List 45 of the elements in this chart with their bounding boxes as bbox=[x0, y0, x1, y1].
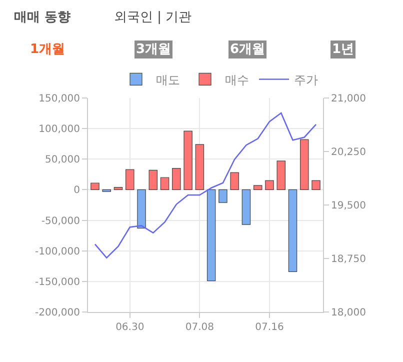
bar bbox=[90, 182, 100, 190]
legend-label: 주가 bbox=[294, 72, 318, 87]
y-tick-label: -150,000 bbox=[35, 276, 80, 288]
x-tick-label: 06.30 bbox=[116, 322, 144, 333]
legend-label: 매도 bbox=[156, 72, 180, 87]
bar bbox=[160, 177, 170, 190]
bar bbox=[312, 180, 320, 190]
bar bbox=[218, 189, 228, 203]
y2-tick-label: 18,000 bbox=[331, 308, 366, 318]
bar bbox=[137, 189, 146, 229]
text: 1개월 bbox=[30, 42, 66, 57]
bar bbox=[148, 170, 158, 190]
x-tick-label: 07.16 bbox=[255, 322, 284, 333]
x-tick-label: 07.08 bbox=[185, 322, 214, 333]
legend-label: 매수 bbox=[225, 72, 249, 87]
bar bbox=[253, 185, 262, 190]
y2-tick-label: 18,750 bbox=[331, 254, 366, 265]
bar bbox=[230, 172, 239, 190]
bar bbox=[265, 180, 274, 190]
bar bbox=[206, 189, 216, 282]
bar bbox=[195, 144, 204, 190]
y-tick-label: -200,000 bbox=[35, 308, 80, 318]
bar bbox=[276, 160, 286, 190]
text: 6개월 bbox=[230, 42, 266, 57]
y-tick-label: -100,000 bbox=[35, 246, 80, 258]
bar bbox=[172, 168, 181, 190]
line-series bbox=[94, 112, 317, 258]
bar bbox=[184, 130, 192, 190]
bar bbox=[114, 186, 123, 190]
bar bbox=[242, 189, 251, 225]
y-tick-label: 0 bbox=[74, 185, 80, 196]
text: 외국인 | 기관 bbox=[114, 10, 192, 25]
bar bbox=[300, 139, 309, 190]
bar bbox=[126, 169, 134, 190]
bar bbox=[288, 189, 298, 272]
y-tick-label: 150,000 bbox=[38, 94, 80, 104]
text: 매매 동향 bbox=[14, 10, 71, 25]
y-tick-label: 50,000 bbox=[45, 154, 80, 166]
y2-tick-label: 21,000 bbox=[331, 94, 366, 104]
y2-tick-label: 19,500 bbox=[331, 200, 366, 212]
y-tick-label: 100,000 bbox=[38, 124, 80, 136]
text: 3개월 bbox=[136, 42, 172, 57]
text: 1년 bbox=[332, 42, 354, 57]
y-tick-label: -50,000 bbox=[41, 216, 80, 227]
y2-tick-label: 20,250 bbox=[331, 147, 366, 158]
